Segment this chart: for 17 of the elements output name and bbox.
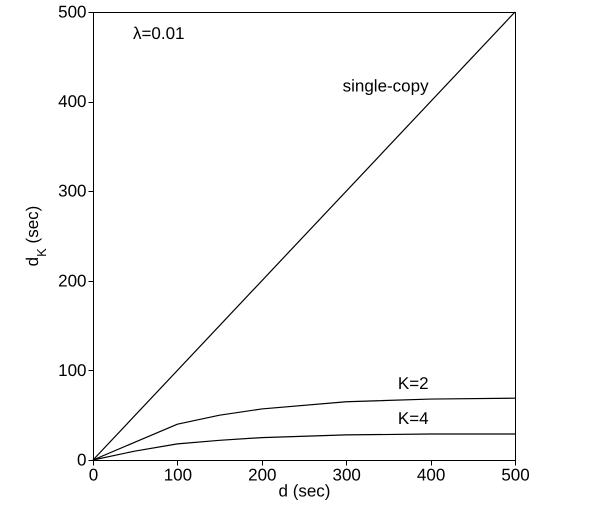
series-label: K=2 <box>398 374 429 394</box>
series-label: K=4 <box>398 409 429 428</box>
y-tick-label: 200 <box>58 271 86 290</box>
y-tick-label: 500 <box>58 2 86 22</box>
x-tick-label: 100 <box>164 466 192 484</box>
x-tick-label: 0 <box>88 466 98 484</box>
x-tick-label: 500 <box>501 466 530 484</box>
y-tick-label: 0 <box>77 450 86 470</box>
y-tick-label: 400 <box>58 92 86 112</box>
y-tick-label: 300 <box>58 182 86 201</box>
x-axis-title: d (sec) <box>278 482 330 500</box>
y-tick-label: 100 <box>58 360 86 380</box>
series-label: single-copy <box>342 76 430 96</box>
annotation: λ=0.01 <box>133 24 185 43</box>
x-tick-label: 300 <box>332 466 361 484</box>
x-tick-label: 200 <box>248 466 276 484</box>
x-tick-label: 400 <box>416 466 446 484</box>
